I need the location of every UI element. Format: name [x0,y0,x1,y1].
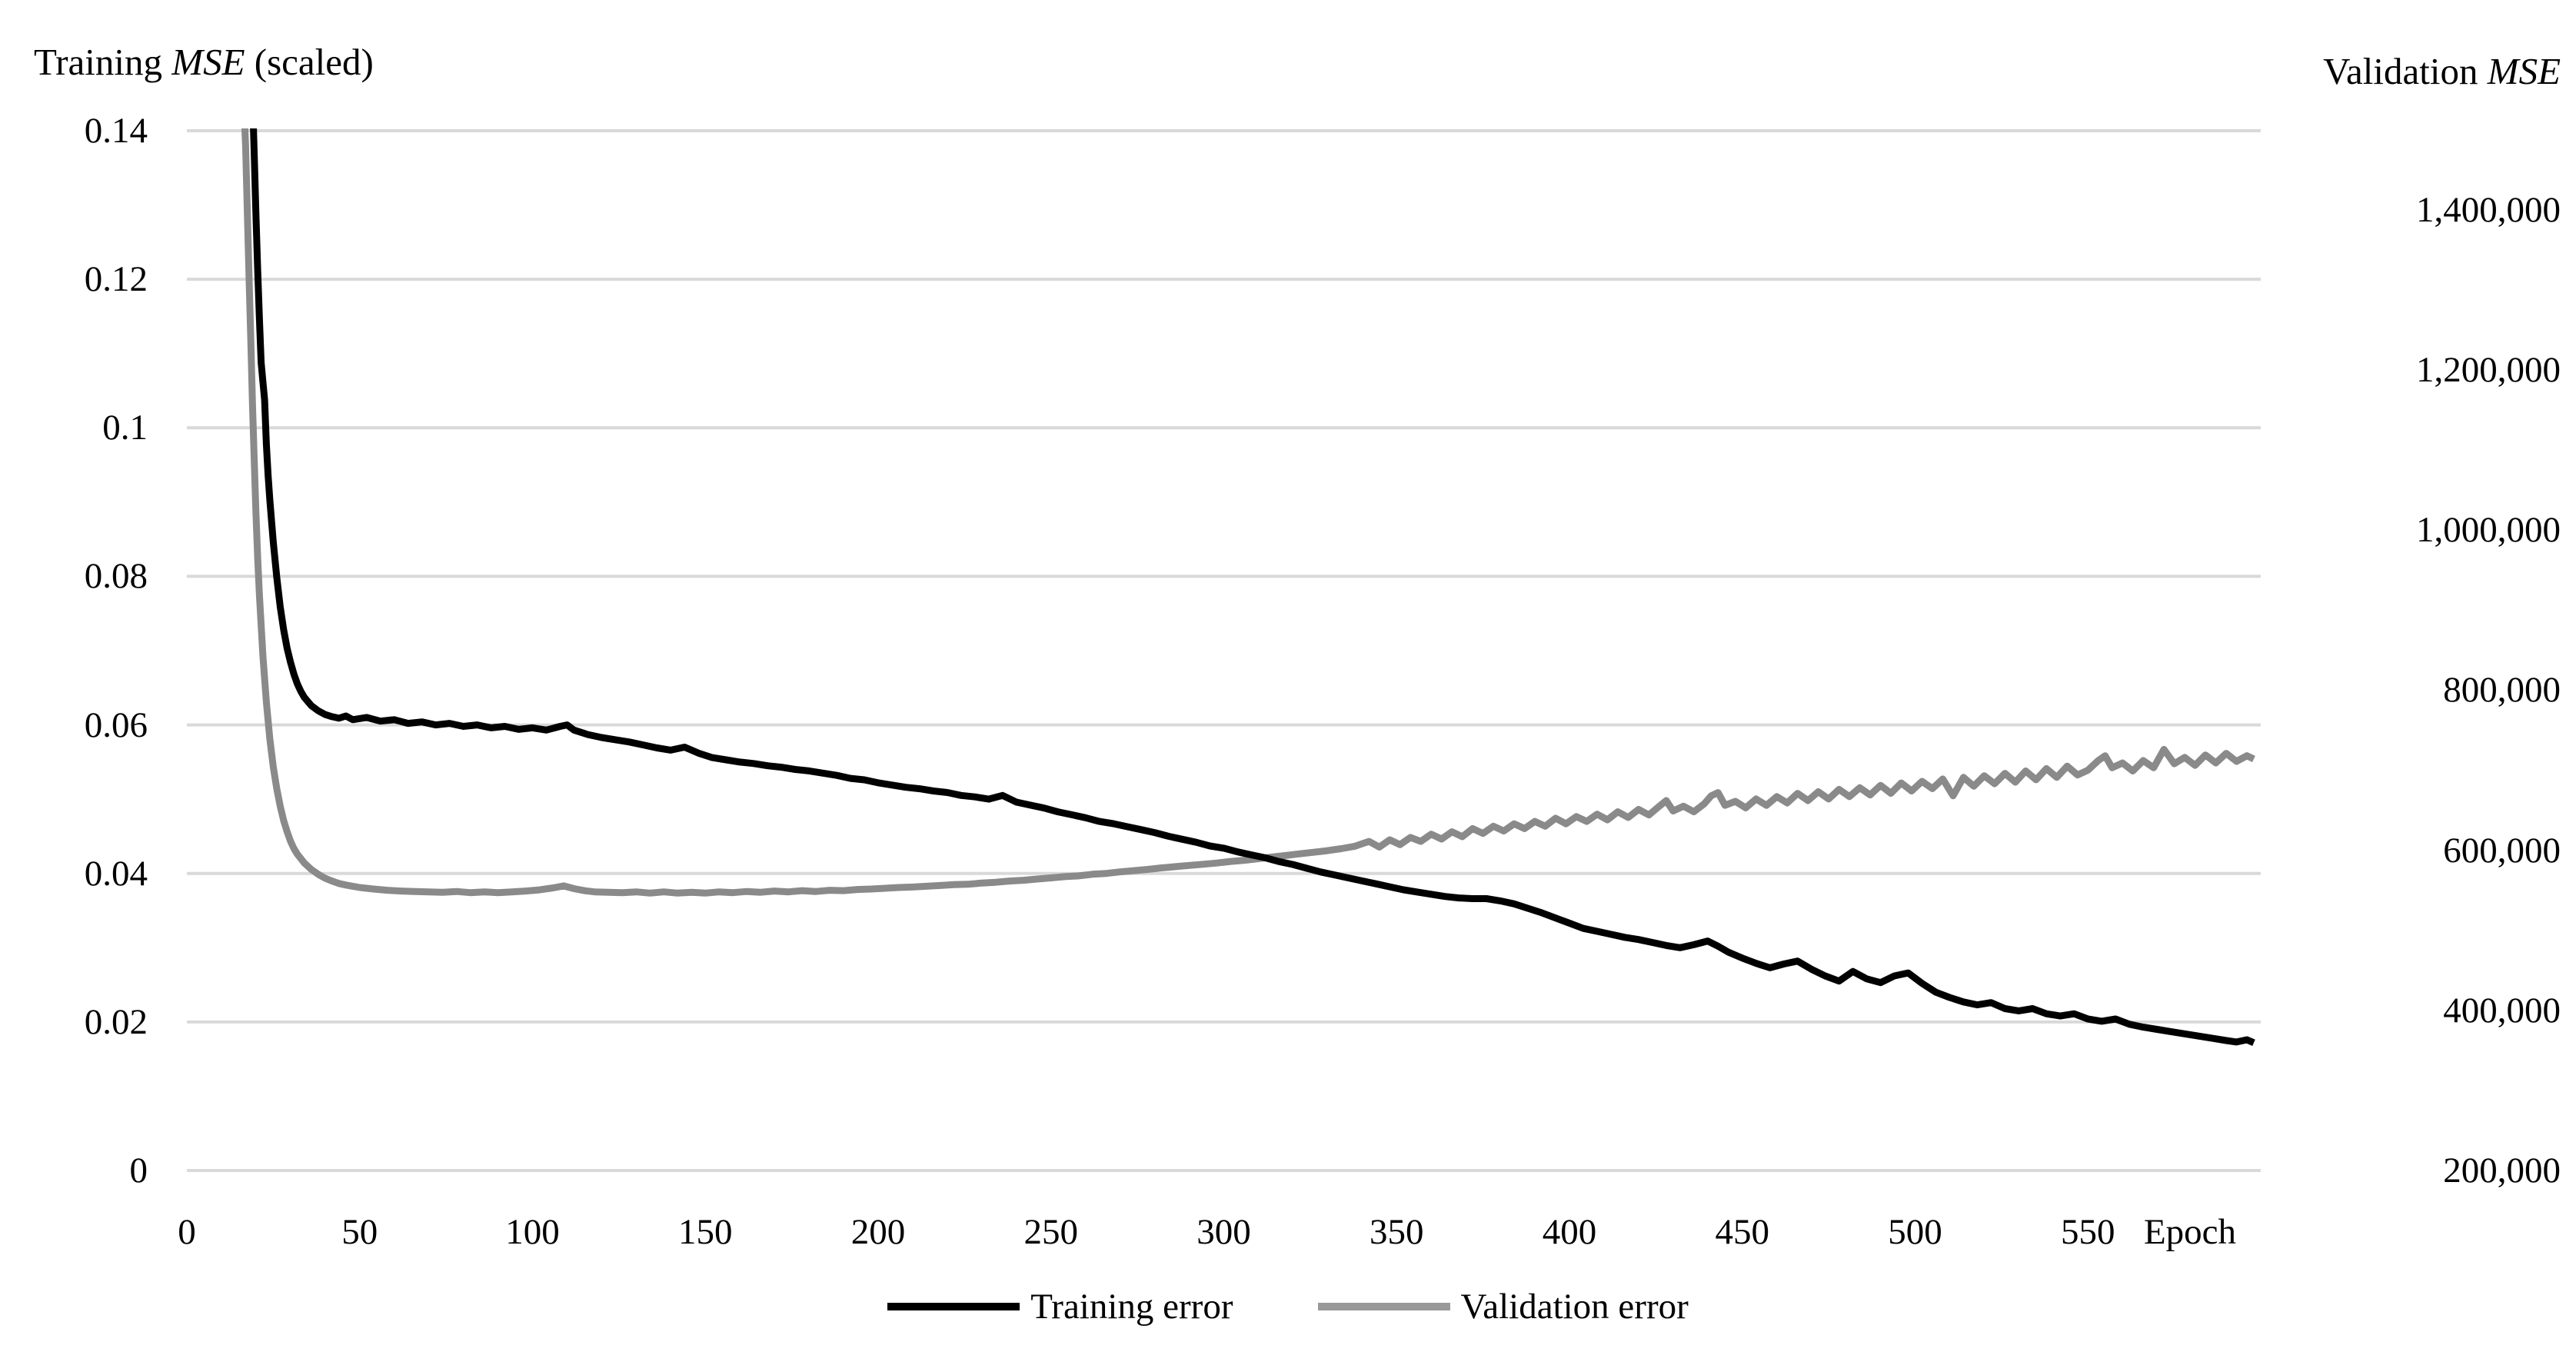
left-axis-tick-label: 0 [129,1151,148,1190]
training-line-swatch [887,1303,1020,1310]
left-axis-title-suffix: (scaled) [245,41,374,83]
legend-item-validation: Validation error [1317,1286,1689,1327]
left-axis-tick-label: 0.1 [102,408,148,448]
right-axis-tick-label: 400,000 [2443,990,2561,1031]
validation-line-swatch [1317,1303,1450,1310]
x-axis-tick-label: 450 [1715,1212,1770,1252]
x-axis-tick-label: 0 [178,1212,196,1252]
left-axis-title-prefix: Training [34,41,172,83]
left-axis-tick-label: 0.06 [84,704,148,745]
legend-label-validation: Validation error [1460,1287,1689,1327]
x-axis-tick-label: 500 [1888,1212,1942,1252]
right-axis-tick-label: 1,200,000 [2416,349,2561,390]
x-axis-tick-label: 400 [1542,1212,1597,1252]
validation-error-line [241,128,2255,897]
legend: Training error Validation error [0,1286,2576,1327]
x-axis-tick-label: 200 [850,1212,906,1252]
x-axis-tick-label: 550 [2061,1212,2115,1252]
legend-label-training: Training error [1030,1287,1233,1327]
x-axis-tick-label: 50 [341,1212,378,1252]
left-axis-tick-label: 0.08 [84,556,148,597]
training-error-line [250,128,2255,1047]
right-axis-tick-label: 800,000 [2443,670,2561,711]
right-axis-tick-label: 1,400,000 [2416,189,2561,230]
left-axis-tick-label: 0.02 [84,1001,148,1042]
gridlines [187,129,2261,1172]
left-axis-title: Training MSE (scaled) [34,40,374,84]
right-axis-tick-label: 1,000,000 [2416,510,2561,551]
x-axis-tick-label: 150 [678,1212,733,1252]
right-axis-tick-label: 600,000 [2443,830,2561,871]
left-axis-tick-label: 0.12 [84,259,148,300]
x-axis-tick-label: 350 [1370,1212,1424,1252]
right-axis-title: Validation MSE [2323,49,2561,93]
x-axis-tick-label: 300 [1196,1212,1251,1252]
left-axis-title-italic: MSE [171,41,245,83]
legend-item-training: Training error [887,1286,1233,1327]
right-axis-title-prefix: Validation [2323,50,2488,92]
left-axis-tick-label: 0.04 [84,853,148,894]
x-axis-tick-label: 100 [505,1212,560,1252]
right-axis-tick-label: 200,000 [2443,1151,2561,1190]
x-axis-tick-label: 250 [1023,1212,1079,1252]
right-axis-title-italic: MSE [2487,50,2561,92]
left-axis-tick-label: 0.14 [84,111,148,151]
x-axis-name: Epoch [2143,1212,2237,1252]
